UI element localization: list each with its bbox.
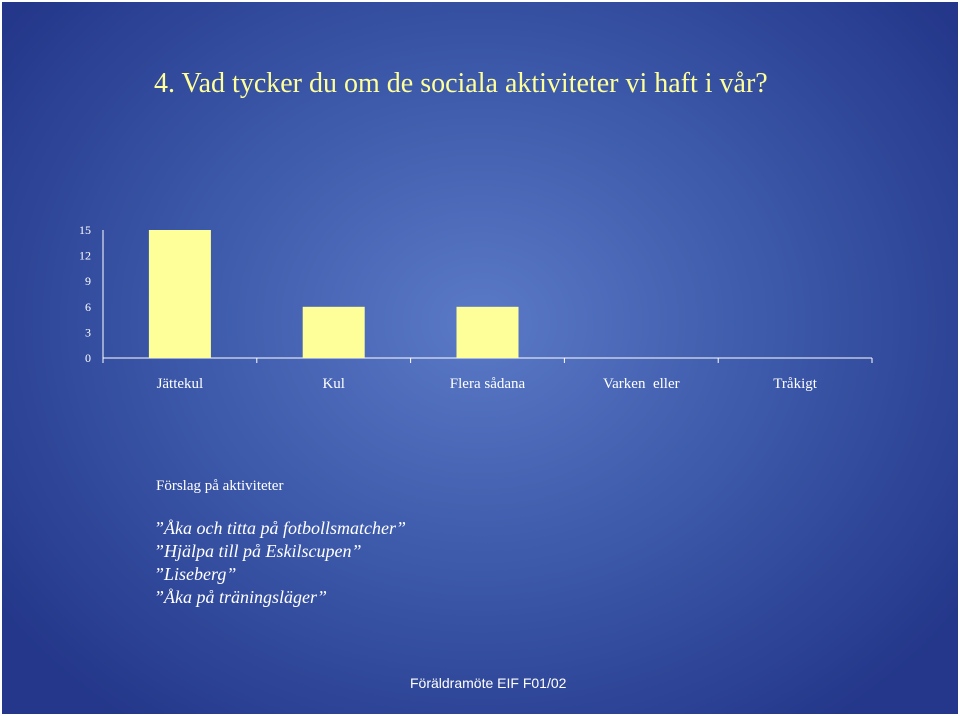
y-tick-labels: 0 3 6 9 12 15 — [79, 223, 91, 365]
slide-title: 4. Vad tycker du om de sociala aktivitet… — [154, 68, 768, 99]
y-tick-label: 3 — [85, 325, 91, 339]
suggestion-item: ”Åka och titta på fotbollsmatcher” — [154, 518, 406, 538]
bar — [148, 230, 211, 358]
suggestion-item: ”Liseberg” — [154, 564, 237, 584]
x-tick-labels: Jättekul Kul Flera sådana Varken eller Tråki… — [157, 376, 818, 392]
x-tick-label: Varken eller — [603, 376, 680, 392]
suggestions-list: ”Åka och titta på fotbollsmatcher” ”Hjäl… — [154, 517, 406, 609]
y-tick-label: 12 — [79, 249, 91, 263]
x-tick-label: Jättekul — [157, 376, 204, 392]
suggestions-heading: Förslag på aktiviteter — [156, 478, 284, 494]
bar — [302, 306, 365, 358]
suggestion-item: ”Åka på träningsläger” — [154, 587, 328, 607]
y-tick-label: 9 — [85, 274, 91, 288]
bar — [456, 306, 519, 358]
x-tick-label: Kul — [322, 376, 345, 392]
x-tick-label: Flera sådana — [450, 376, 526, 392]
y-tick-label: 6 — [85, 300, 91, 314]
footer-text: Föräldramöte EIF F01/02 — [410, 675, 567, 691]
x-tick-label: Tråkigt — [773, 376, 817, 392]
suggestion-item: ”Hjälpa till på Eskilscupen” — [154, 541, 362, 561]
chart-bars — [148, 230, 519, 358]
y-tick-label: 15 — [79, 223, 91, 237]
y-tick-label: 0 — [85, 351, 91, 365]
